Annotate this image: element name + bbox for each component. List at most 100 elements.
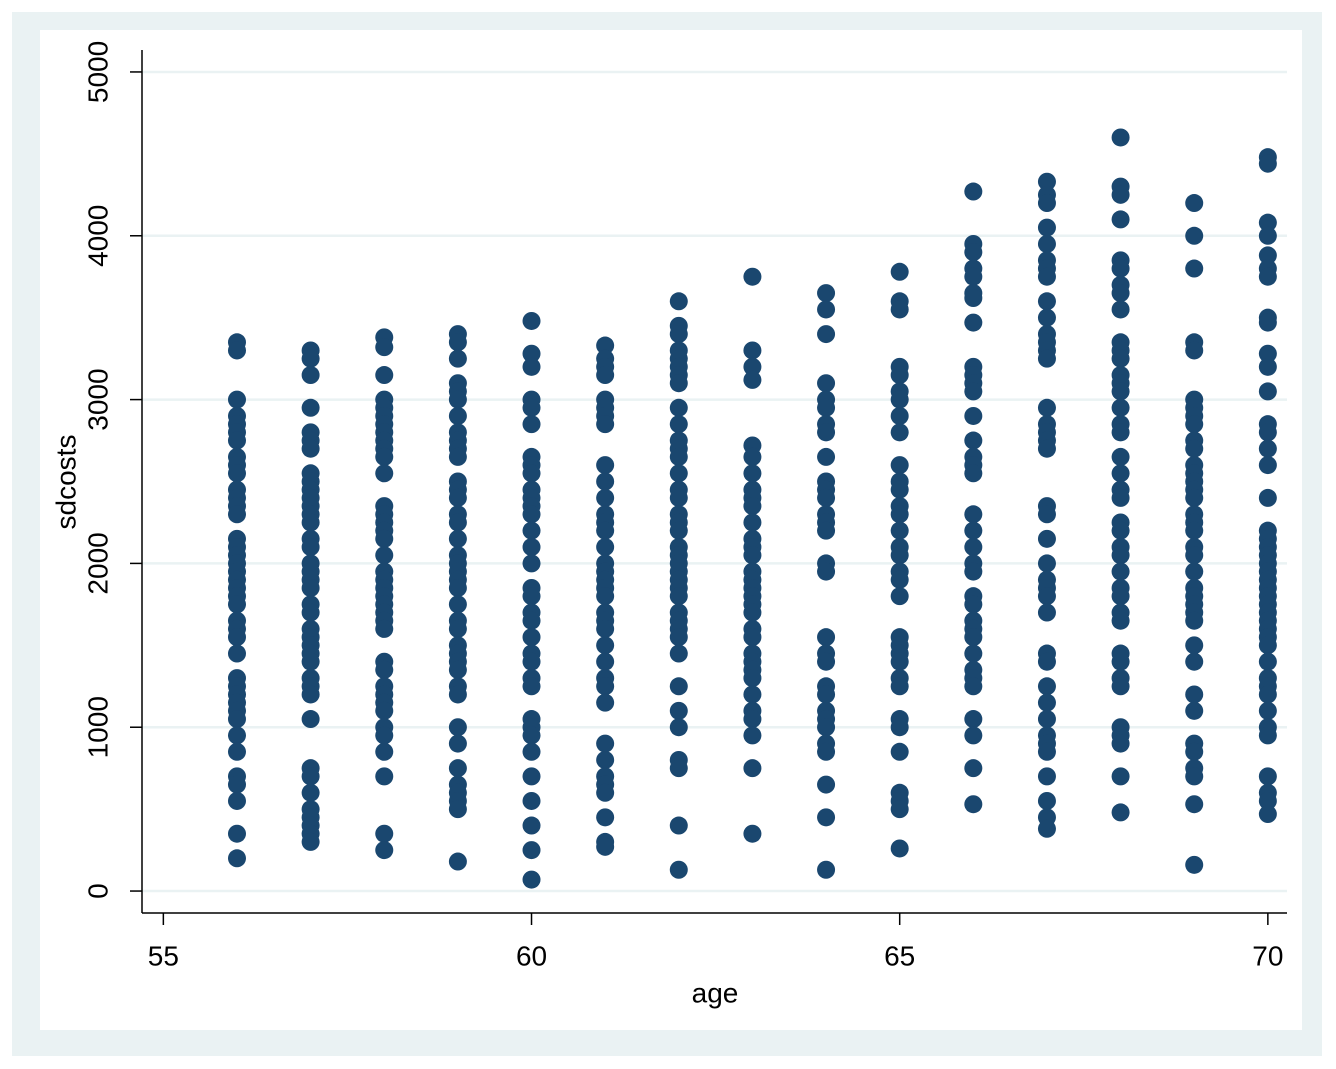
point (669, 415, 688, 434)
point (669, 325, 688, 344)
point (1185, 488, 1204, 507)
point (301, 578, 320, 597)
point (1258, 488, 1277, 507)
point (743, 341, 762, 360)
point (964, 182, 983, 201)
point (1258, 685, 1277, 704)
point (1111, 300, 1130, 319)
point (1111, 185, 1130, 204)
point (596, 652, 615, 671)
point (890, 677, 909, 696)
point (596, 619, 615, 638)
point (817, 628, 836, 647)
point (375, 726, 394, 745)
point (227, 726, 246, 745)
point (964, 243, 983, 262)
point (522, 587, 541, 606)
point (964, 267, 983, 286)
point (1258, 344, 1277, 363)
point (375, 660, 394, 679)
point (596, 693, 615, 712)
point (227, 710, 246, 729)
point (1111, 803, 1130, 822)
point (1185, 194, 1204, 213)
point (448, 488, 467, 507)
point (375, 841, 394, 860)
point (448, 718, 467, 737)
point (448, 529, 467, 548)
point (1258, 267, 1277, 286)
point (1111, 734, 1130, 753)
point (522, 841, 541, 860)
point (1111, 128, 1130, 147)
point (448, 660, 467, 679)
point (1258, 357, 1277, 376)
point (817, 808, 836, 827)
point (227, 775, 246, 794)
point (448, 595, 467, 614)
point (596, 456, 615, 475)
grid (142, 70, 1287, 893)
point (964, 759, 983, 778)
point (1111, 587, 1130, 606)
point (1037, 505, 1056, 524)
point (301, 603, 320, 622)
point (1258, 423, 1277, 442)
point (1111, 398, 1130, 417)
points (227, 128, 1277, 889)
point (890, 839, 909, 858)
x-tick-label: 55 (148, 940, 179, 971)
point (890, 390, 909, 409)
point (1037, 693, 1056, 712)
point (522, 415, 541, 434)
point (817, 447, 836, 466)
point (890, 742, 909, 761)
point (1037, 603, 1056, 622)
point (964, 464, 983, 483)
point (596, 783, 615, 802)
point (669, 488, 688, 507)
point (669, 587, 688, 606)
y-tick-label: 1000 (82, 696, 113, 758)
point (1037, 439, 1056, 458)
point (817, 521, 836, 540)
point (1258, 791, 1277, 810)
point (301, 513, 320, 532)
point (596, 734, 615, 753)
point (375, 366, 394, 385)
point (817, 742, 836, 761)
point (890, 366, 909, 385)
point (817, 284, 836, 303)
point (964, 795, 983, 814)
point (1037, 398, 1056, 417)
point (448, 734, 467, 753)
point (1258, 701, 1277, 720)
point (1185, 611, 1204, 630)
point (448, 406, 467, 425)
point (890, 718, 909, 737)
point (1258, 246, 1277, 265)
point (1111, 767, 1130, 786)
point (817, 300, 836, 319)
point (1258, 226, 1277, 245)
point (890, 587, 909, 606)
point (743, 759, 762, 778)
point (1258, 652, 1277, 671)
point (964, 382, 983, 401)
point (301, 538, 320, 557)
point (596, 538, 615, 557)
point (375, 529, 394, 548)
point (375, 447, 394, 466)
point (301, 349, 320, 368)
point (1258, 805, 1277, 824)
point (375, 824, 394, 843)
point (227, 644, 246, 663)
point (1037, 710, 1056, 729)
point (596, 521, 615, 540)
point (669, 464, 688, 483)
point (743, 710, 762, 729)
point (596, 677, 615, 696)
x-tick-label: 65 (884, 940, 915, 971)
point (227, 628, 246, 647)
point (669, 718, 688, 737)
